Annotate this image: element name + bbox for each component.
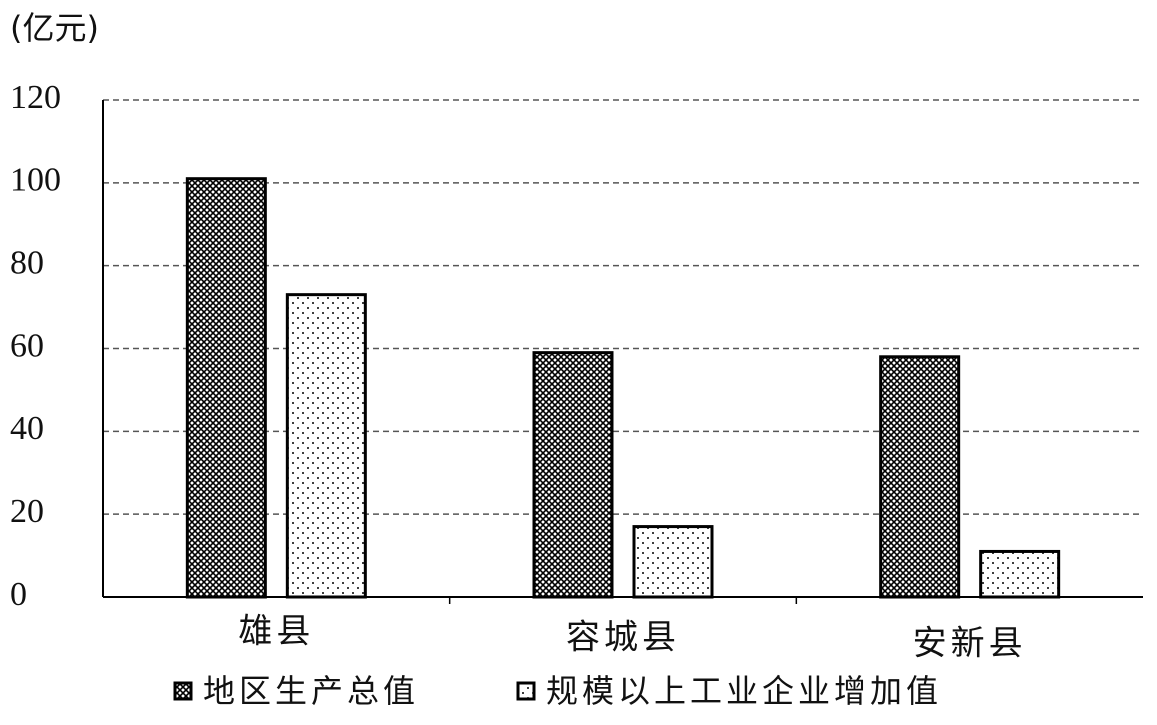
y-tick-label: 20 [10, 493, 44, 530]
bar [632, 525, 714, 599]
x-tick-label: 雄县 [238, 612, 314, 652]
y-tick-label: 40 [10, 410, 44, 447]
y-tick-label: 0 [10, 576, 27, 613]
legend-label: 规模以上工业企业增加值 [546, 672, 942, 710]
bar [532, 351, 614, 599]
legend-marker [516, 681, 536, 701]
bar [285, 293, 367, 599]
y-tick-label: 120 [10, 79, 61, 116]
bar [979, 549, 1061, 599]
y-tick-label: 100 [10, 162, 61, 199]
x-tick-label: 容城县 [566, 618, 680, 658]
y-axis-label: (亿元) [10, 9, 99, 47]
x-tick-label: 安新县 [913, 624, 1027, 664]
legend-label: 地区生产总值 [203, 672, 419, 710]
bar [185, 177, 267, 599]
y-tick-label: 60 [10, 327, 44, 364]
bar [879, 355, 961, 599]
y-tick-label: 80 [10, 244, 44, 281]
legend-marker [173, 681, 193, 701]
